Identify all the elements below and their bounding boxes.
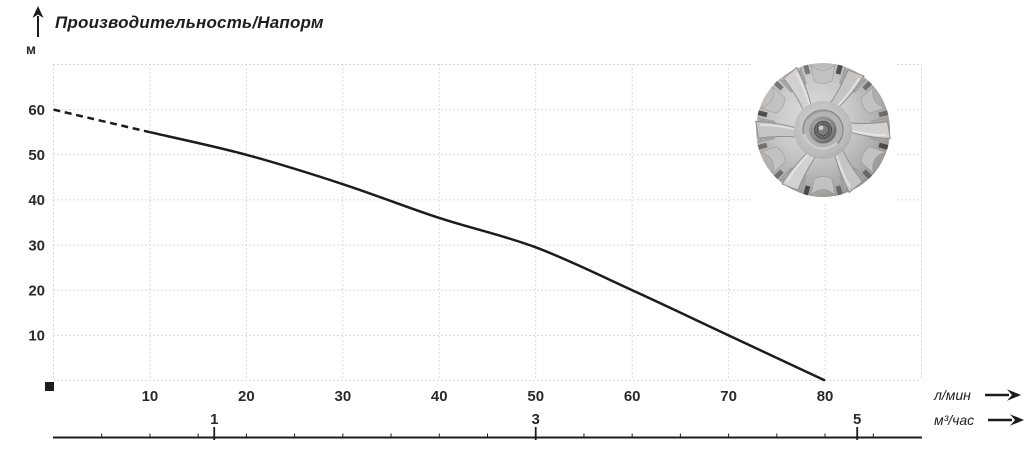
svg-text:10: 10 <box>142 388 159 405</box>
svg-text:40: 40 <box>28 192 45 209</box>
x-axis-unit-lmin-label: л/мин <box>934 387 971 403</box>
up-arrow-icon <box>32 6 44 37</box>
x-axis-unit-m3h: м³/час <box>934 412 1026 428</box>
y-tick-labels: 10 20 30 40 50 60 <box>28 102 45 345</box>
svg-text:20: 20 <box>28 282 45 299</box>
right-arrow-icon <box>988 414 1025 426</box>
origin-square-marker <box>45 382 54 391</box>
svg-text:50: 50 <box>527 388 544 405</box>
impeller-photo <box>751 56 895 204</box>
chart-title: Производительность/Напорм <box>55 13 324 32</box>
m3h-axis <box>53 427 922 440</box>
svg-text:40: 40 <box>431 388 448 405</box>
svg-text:30: 30 <box>28 237 45 254</box>
svg-text:70: 70 <box>720 388 737 405</box>
svg-text:60: 60 <box>28 102 45 119</box>
grid-lines <box>53 64 922 381</box>
svg-text:50: 50 <box>28 147 45 164</box>
x-axis-unit-lmin: л/мин <box>934 387 1026 403</box>
hub-bolt <box>817 123 829 137</box>
x-tick-labels-m3h: 1 3 5 <box>210 411 861 428</box>
svg-text:5: 5 <box>853 411 861 428</box>
svg-text:30: 30 <box>334 388 351 405</box>
head-curve <box>149 130 826 382</box>
right-arrow-icon <box>984 389 1021 401</box>
y-axis-unit-label: м <box>26 42 36 57</box>
svg-text:10: 10 <box>28 328 45 345</box>
x-tick-labels-lmin: 10 20 30 40 50 60 70 80 <box>142 388 834 405</box>
svg-text:1: 1 <box>210 411 218 428</box>
head-curve-dashed <box>53 108 151 134</box>
svg-text:3: 3 <box>532 411 540 428</box>
x-axis-unit-m3h-label: м³/час <box>934 412 975 428</box>
svg-text:20: 20 <box>238 388 255 405</box>
svg-text:80: 80 <box>817 388 834 405</box>
svg-text:60: 60 <box>624 388 641 405</box>
